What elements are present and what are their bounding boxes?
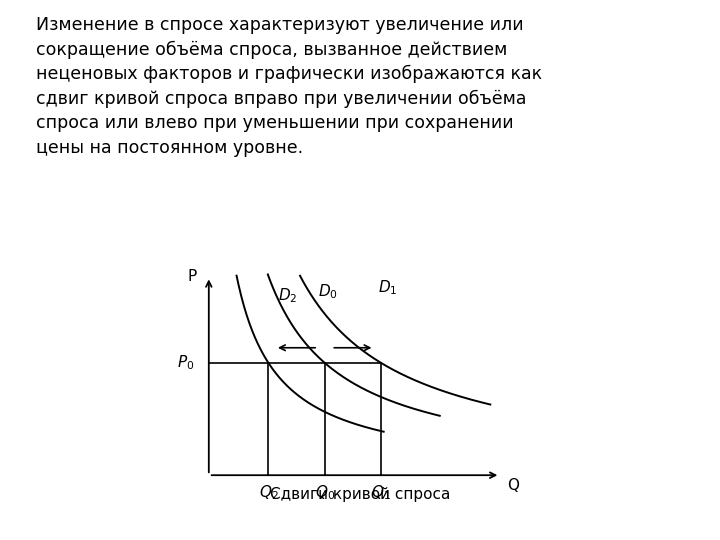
Text: $Q_2$: $Q_2$ [258, 483, 278, 502]
Text: $P_0$: $P_0$ [177, 354, 194, 372]
Text: $D_2$: $D_2$ [279, 287, 298, 305]
Text: Q: Q [508, 478, 520, 494]
Text: $D_0$: $D_0$ [318, 282, 338, 301]
Text: P: P [188, 269, 197, 284]
Text: Сдвиги кривой спроса: Сдвиги кривой спроса [270, 487, 450, 502]
Text: $Q_1$: $Q_1$ [372, 483, 391, 502]
Text: $Q_0$: $Q_0$ [315, 483, 335, 502]
Text: Изменение в спросе характеризуют увеличение или
сокращение объёма спроса, вызван: Изменение в спросе характеризуют увеличе… [36, 16, 542, 157]
Text: $D_1$: $D_1$ [378, 278, 397, 296]
